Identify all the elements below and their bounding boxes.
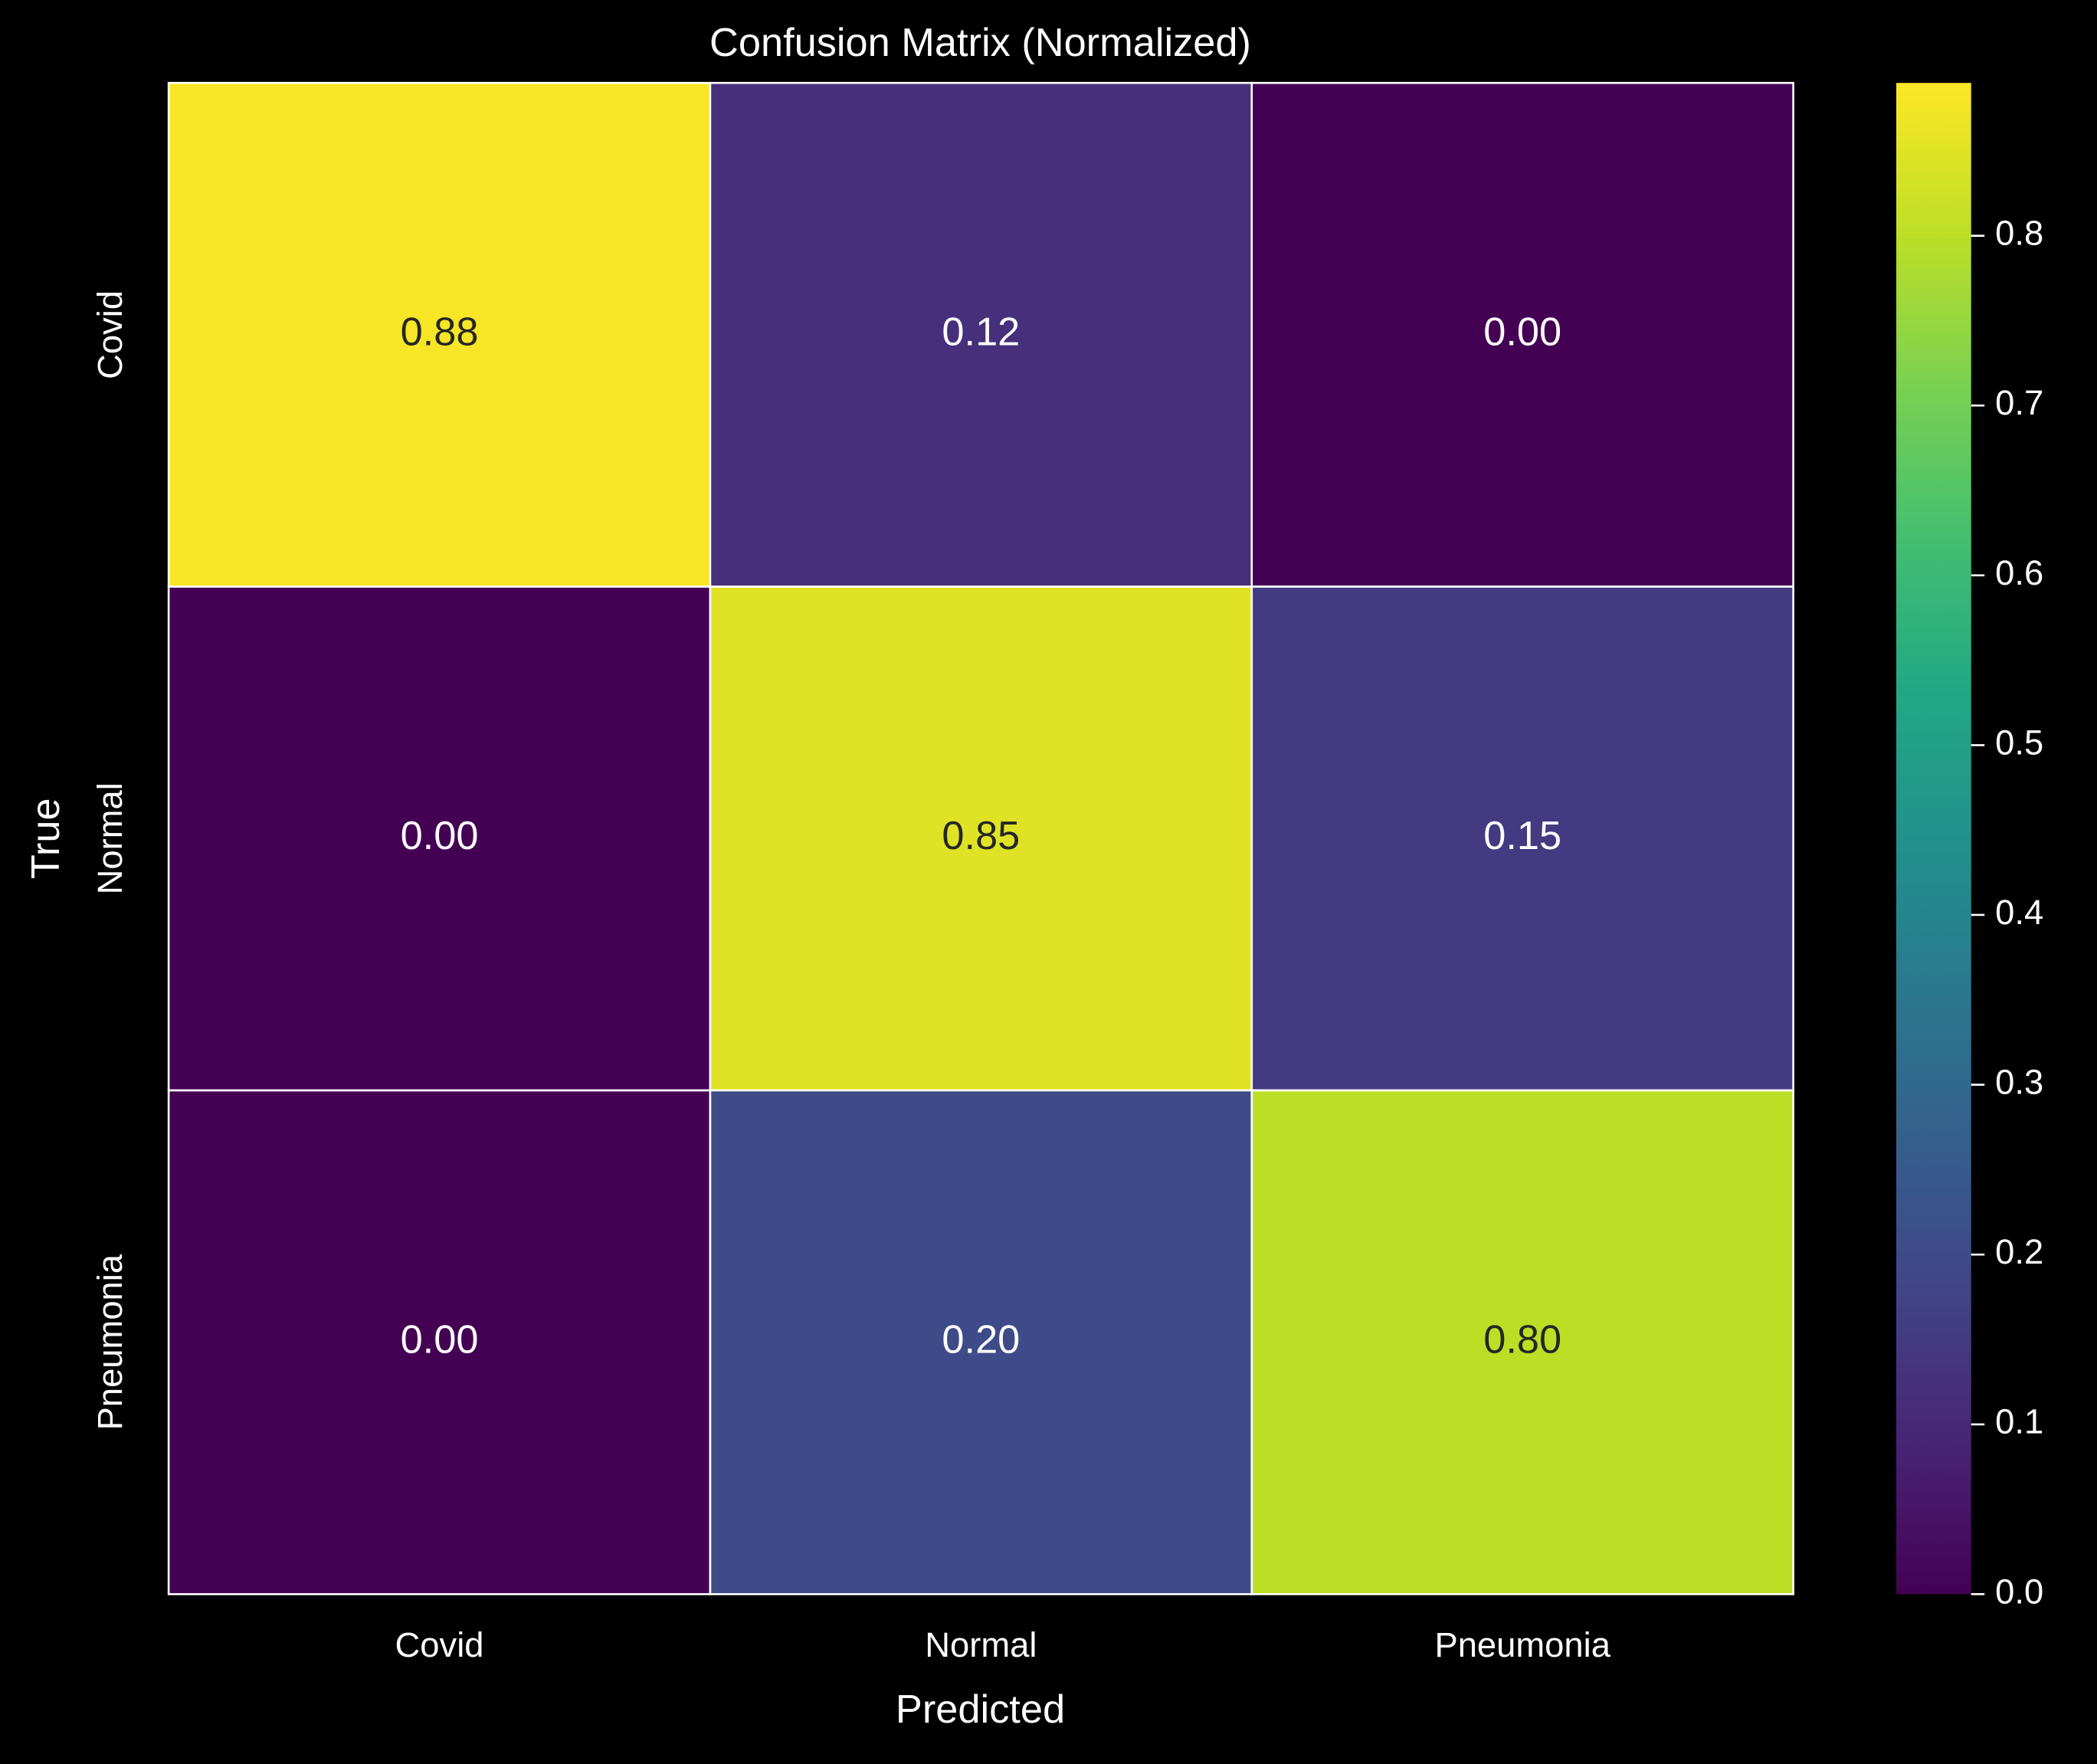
cell-label: 0.85	[942, 814, 1020, 858]
colorbar-tick-label: 0.0	[1995, 1572, 2043, 1611]
cell	[1250, 81, 1794, 588]
colorbar-tick-label: 0.7	[1995, 383, 2043, 422]
cell	[167, 1089, 712, 1595]
colorbar-tick-label: 0.4	[1995, 893, 2043, 932]
cell-label: 0.15	[1483, 814, 1561, 858]
colorbar-tick-label: 0.1	[1995, 1402, 2043, 1441]
colorbar-tick-label: 0.6	[1995, 553, 2043, 592]
chart-title: Confusion Matrix (Normalized)	[709, 21, 1251, 65]
cell-label: 0.80	[1483, 1317, 1561, 1362]
y-tick-label: Pneumonia	[90, 1254, 129, 1430]
cell-label: 0.00	[401, 1317, 479, 1362]
x-tick-label: Covid	[395, 1625, 484, 1664]
x-axis-label: Predicted	[896, 1687, 1065, 1732]
cell	[1250, 585, 1794, 1092]
colorbar-tick-label: 0.5	[1995, 723, 2043, 762]
cell-label: 0.00	[1483, 310, 1561, 355]
colorbar	[1895, 83, 1971, 1595]
cell	[709, 81, 1253, 588]
cell-label: 0.12	[942, 310, 1020, 355]
y-axis-label: True	[24, 798, 68, 879]
colorbar-tick-label: 0.8	[1995, 214, 2043, 253]
cell	[709, 1089, 1253, 1595]
x-tick-label: Normal	[925, 1625, 1037, 1664]
cell	[1250, 1089, 1794, 1595]
y-tick-label: Normal	[90, 782, 129, 894]
y-tick-label: Covid	[90, 290, 129, 379]
x-tick-label: Pneumonia	[1434, 1625, 1610, 1664]
cell-label: 0.88	[401, 310, 479, 355]
cell	[167, 81, 712, 588]
cell-label: 0.20	[942, 1317, 1020, 1362]
colorbar-tick-label: 0.2	[1995, 1232, 2043, 1271]
colorbar-tick-label: 0.3	[1995, 1063, 2043, 1102]
cell-label: 0.00	[401, 814, 479, 858]
cell	[167, 585, 712, 1092]
